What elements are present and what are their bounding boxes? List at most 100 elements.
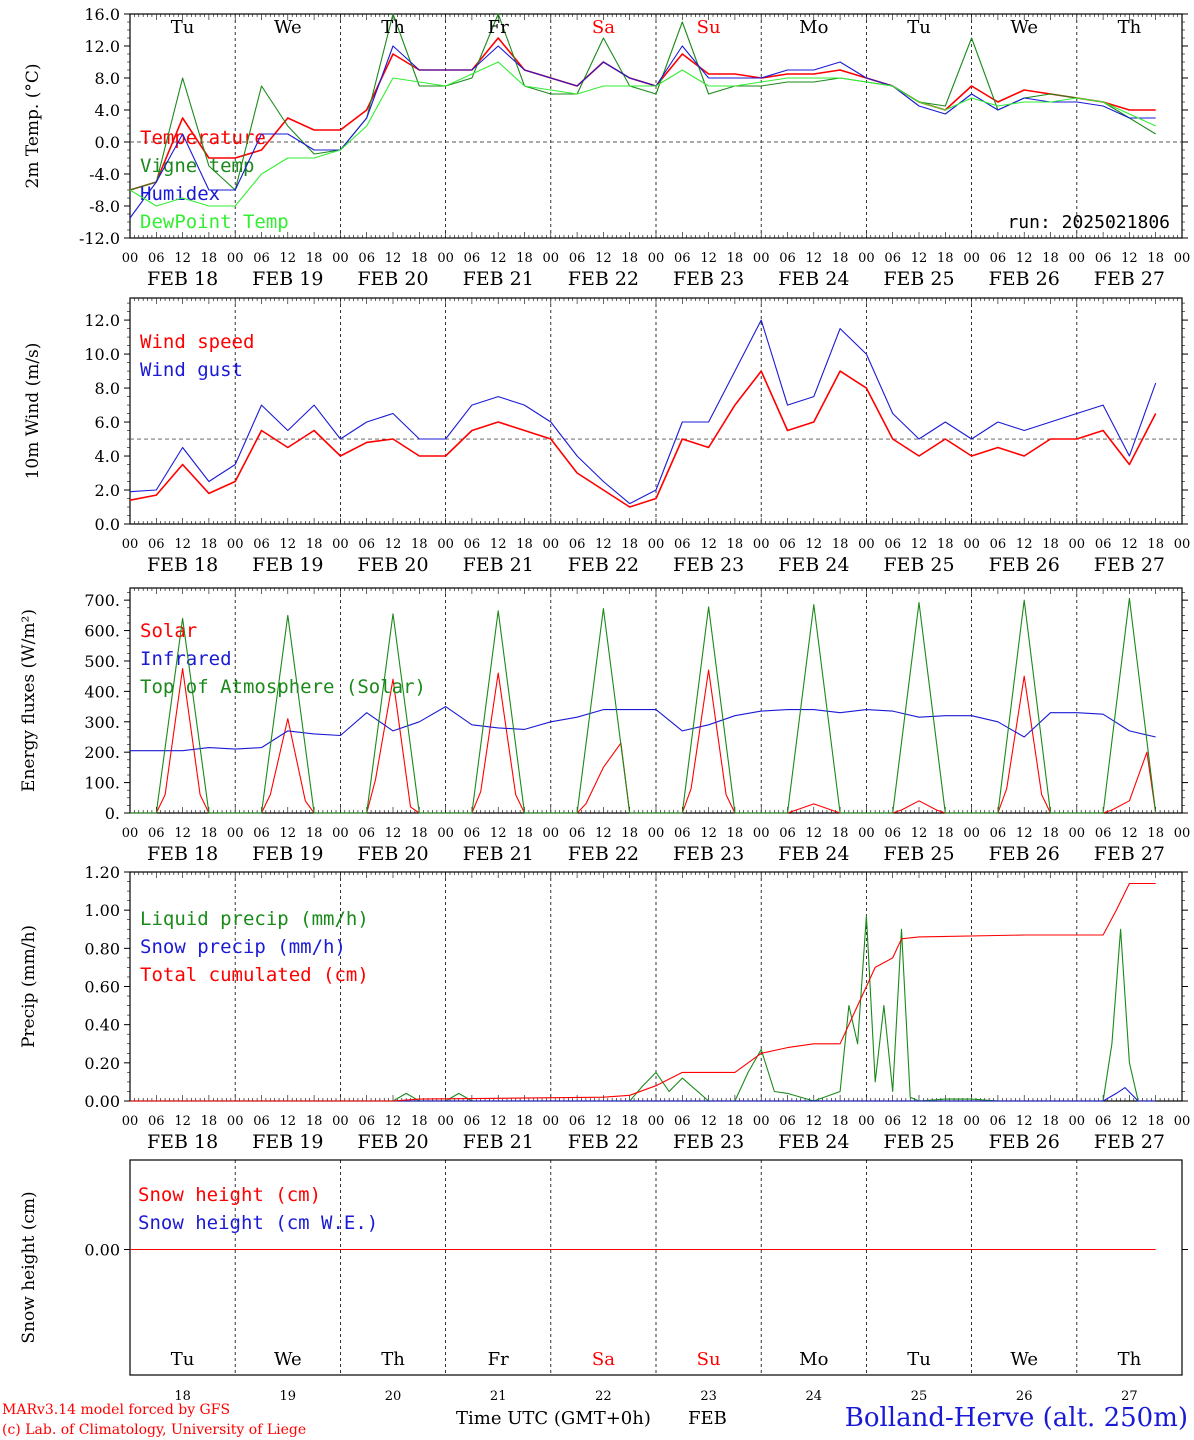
legend-entry: Snow precip (mm/h) (140, 936, 346, 958)
hour-label: 06 (779, 826, 796, 841)
hour-label: 06 (884, 537, 901, 552)
hour-label: 06 (464, 826, 481, 841)
hour-label: 06 (253, 537, 270, 552)
hour-label: 18 (621, 537, 638, 552)
weekday-label: Mo (799, 17, 828, 38)
date-label: FEB 24 (778, 268, 849, 290)
y-tick-label: 16.0 (84, 5, 120, 24)
date-label: FEB 23 (673, 268, 744, 290)
hour-label: 18 (937, 1114, 954, 1129)
hour-label: 00 (332, 537, 349, 552)
hour-label: 00 (543, 251, 560, 266)
weekday-label: We (1010, 17, 1038, 38)
date-label: FEB 19 (252, 1131, 323, 1153)
hour-label: 06 (569, 1114, 586, 1129)
hour-label: 12 (174, 1114, 191, 1129)
hour-label: 18 (411, 251, 428, 266)
snow-height-panel: 0.00 Snow height (cm) Snow height (cm) Snow… (19, 1159, 1188, 1404)
hour-label: 06 (1095, 1114, 1112, 1129)
date-label: FEB 22 (568, 268, 639, 290)
date-label: FEB 23 (673, 843, 744, 865)
series-line (129, 370, 1157, 508)
y-tick-label: 12.0 (84, 37, 120, 56)
hour-label: 06 (253, 1114, 270, 1129)
hour-label: 06 (569, 826, 586, 841)
hour-label: 06 (464, 537, 481, 552)
hour-label: 06 (253, 826, 270, 841)
hour-label: 00 (648, 537, 665, 552)
day-number: 27 (1121, 1389, 1138, 1404)
hour-label: 00 (1069, 537, 1086, 552)
hour-label: 12 (280, 537, 297, 552)
hour-label: 00 (543, 1114, 560, 1129)
hour-label: 00 (963, 537, 980, 552)
hour-label: 18 (1147, 826, 1164, 841)
y-axis-label: 10m Wind (m/s) (23, 343, 43, 480)
hour-label: 12 (1121, 826, 1138, 841)
hour-label: 18 (516, 1114, 533, 1129)
y-tick-label: 8.0 (95, 69, 120, 88)
hour-label: 00 (963, 826, 980, 841)
y-tick-label: 500. (84, 652, 120, 671)
date-label: FEB 22 (568, 1131, 639, 1153)
hour-label: 00 (1174, 826, 1191, 841)
date-label: FEB 24 (778, 843, 849, 865)
hour-label: 00 (332, 1114, 349, 1129)
y-tick-label: 400. (84, 682, 120, 701)
y-axis-label: Precip (mm/h) (19, 925, 39, 1048)
hour-label: 00 (753, 826, 770, 841)
hour-label: 06 (358, 826, 375, 841)
weekday-label: We (274, 1349, 302, 1370)
y-tick-label: 0.00 (84, 1092, 120, 1111)
hour-label: 12 (595, 1114, 612, 1129)
hour-label: 12 (700, 1114, 717, 1129)
day-number: 25 (911, 1389, 928, 1404)
date-label: FEB 18 (147, 843, 218, 865)
y-tick-label: 1.20 (84, 863, 120, 882)
y-tick-label: 0.0 (95, 133, 120, 152)
hour-label: 12 (806, 537, 823, 552)
hour-label: 18 (306, 251, 323, 266)
y-tick-label: 0. (105, 804, 120, 823)
weekday-label: Sa (592, 17, 615, 38)
weekday-label: Tu (907, 17, 931, 38)
hour-label: 18 (937, 251, 954, 266)
hour-label: 06 (148, 1114, 165, 1129)
hour-label: 00 (963, 251, 980, 266)
hour-label: 00 (1069, 826, 1086, 841)
hour-label: 12 (700, 537, 717, 552)
hour-label: 18 (306, 1114, 323, 1129)
weekday-label: Mo (799, 1349, 828, 1370)
weekday-label: Su (697, 17, 721, 38)
hour-label: 18 (937, 537, 954, 552)
legend-entry: Liquid precip (mm/h) (140, 908, 369, 930)
y-tick-label: 10.0 (84, 345, 120, 364)
day-number: 18 (174, 1389, 191, 1404)
hour-label: 06 (1095, 251, 1112, 266)
hour-label: 00 (858, 1114, 875, 1129)
hour-label: 00 (1174, 1114, 1191, 1129)
hour-label: 06 (674, 251, 691, 266)
hour-label: 06 (148, 537, 165, 552)
hour-label: 06 (358, 537, 375, 552)
hour-label: 00 (122, 251, 139, 266)
hour-label: 12 (595, 537, 612, 552)
day-number: 19 (280, 1389, 297, 1404)
y-axis-label: Snow height (cm) (19, 1191, 39, 1343)
run-label: run: 2025021806 (1007, 212, 1170, 233)
hour-label: 06 (674, 1114, 691, 1129)
hour-label: 00 (122, 537, 139, 552)
y-tick-label: 4.0 (95, 101, 120, 120)
hour-label: 00 (753, 537, 770, 552)
legend-entry: Wind speed (140, 331, 254, 353)
hour-label: 06 (1095, 826, 1112, 841)
hour-label: 12 (1016, 537, 1033, 552)
date-label: FEB 26 (989, 1131, 1060, 1153)
hour-label: 06 (464, 251, 481, 266)
date-label: FEB 19 (252, 843, 323, 865)
hour-label: 12 (174, 251, 191, 266)
hour-label: 12 (911, 826, 928, 841)
date-label: FEB 27 (1094, 843, 1165, 865)
hour-label: 18 (306, 826, 323, 841)
